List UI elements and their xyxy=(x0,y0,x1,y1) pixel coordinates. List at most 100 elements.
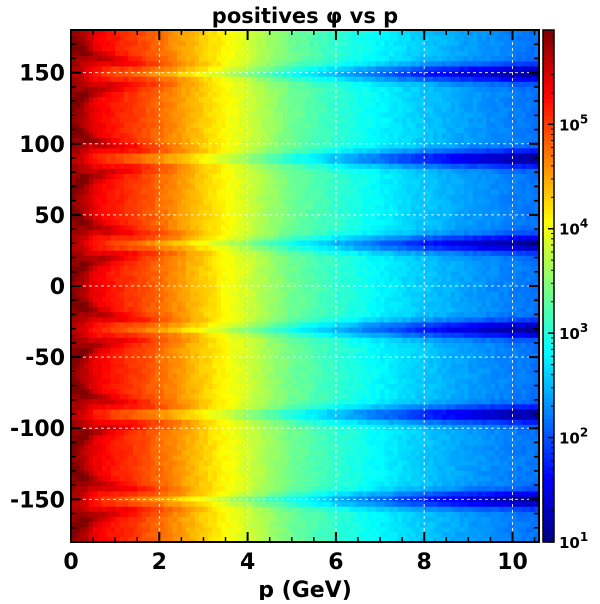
heatmap-cell xyxy=(508,465,514,471)
heatmap-cell xyxy=(203,434,209,441)
heatmap-cell xyxy=(194,480,200,487)
heatmap-cell xyxy=(428,301,434,308)
heatmap-cell xyxy=(366,454,372,461)
heatmap-cell xyxy=(75,337,81,343)
heatmap-cell xyxy=(119,393,125,400)
heatmap-cell xyxy=(274,332,280,338)
heatmap-cell xyxy=(402,485,408,492)
heatmap-cell xyxy=(499,337,505,343)
heatmap-cell xyxy=(221,357,227,364)
heatmap-cell xyxy=(397,306,403,313)
heatmap-cell xyxy=(291,311,297,318)
heatmap-cell xyxy=(437,352,443,359)
heatmap-cell xyxy=(375,536,381,543)
heatmap-cell xyxy=(393,449,399,456)
heatmap-cell xyxy=(433,362,439,369)
heatmap-cell xyxy=(393,367,399,374)
heatmap-cell xyxy=(415,414,421,420)
heatmap-cell xyxy=(424,373,430,379)
heatmap-cell xyxy=(282,460,288,466)
heatmap-cell xyxy=(331,531,337,538)
heatmap-cell xyxy=(309,326,315,333)
heatmap-cell xyxy=(441,454,447,461)
heatmap-cell xyxy=(375,347,381,354)
heatmap-cell xyxy=(406,460,412,466)
heatmap-cell xyxy=(388,424,394,430)
heatmap-cell xyxy=(521,506,527,512)
heatmap-cell xyxy=(93,296,99,302)
heatmap-cell xyxy=(486,501,492,507)
heatmap-cell xyxy=(154,301,160,308)
heatmap-cell xyxy=(225,408,231,415)
heatmap-cell xyxy=(252,465,258,471)
heatmap-cell xyxy=(234,429,240,436)
heatmap-cell xyxy=(397,429,403,436)
heatmap-cell xyxy=(366,460,372,466)
heatmap-cell xyxy=(172,465,178,471)
heatmap-cell xyxy=(287,424,293,430)
heatmap-cell xyxy=(512,531,518,538)
heatmap-cell xyxy=(424,326,430,333)
heatmap-cell xyxy=(221,332,227,338)
heatmap-cell xyxy=(446,454,452,461)
heatmap-cell xyxy=(115,460,121,466)
heatmap-cell xyxy=(393,526,399,533)
heatmap-cell xyxy=(256,470,262,477)
heatmap-cell xyxy=(313,429,319,436)
heatmap-cell xyxy=(371,429,377,436)
heatmap-cell xyxy=(481,495,487,502)
heatmap-cell xyxy=(410,342,416,349)
heatmap-cell xyxy=(521,460,527,466)
heatmap-cell xyxy=(437,516,443,523)
heatmap-cell xyxy=(424,501,430,507)
heatmap-cell xyxy=(194,311,200,318)
heatmap-cell xyxy=(530,373,536,379)
heatmap-cell xyxy=(344,321,350,328)
heatmap-cell xyxy=(322,511,328,517)
heatmap-cell xyxy=(229,526,235,533)
heatmap-cell xyxy=(388,531,394,538)
heatmap-cell xyxy=(221,480,227,487)
heatmap-cell xyxy=(221,490,227,497)
heatmap-cell xyxy=(516,439,522,446)
heatmap-cell xyxy=(199,393,205,400)
heatmap-cell xyxy=(190,506,196,512)
heatmap-cell xyxy=(234,408,240,415)
heatmap-cell xyxy=(459,388,465,395)
heatmap-cell xyxy=(468,506,474,512)
heatmap-cell xyxy=(216,511,222,517)
heatmap-cell xyxy=(525,531,531,538)
heatmap-cell xyxy=(402,460,408,466)
heatmap-cell xyxy=(168,383,174,389)
heatmap-cell xyxy=(534,414,540,420)
heatmap-cell xyxy=(247,398,253,405)
heatmap-cell xyxy=(534,485,540,492)
heatmap-cell xyxy=(477,337,483,343)
heatmap-cell xyxy=(375,485,381,492)
heatmap-cell xyxy=(468,367,474,374)
heatmap-cell xyxy=(375,342,381,349)
heatmap-cell xyxy=(229,373,235,379)
heatmap-cell xyxy=(353,439,359,446)
heatmap-cell xyxy=(274,454,280,461)
heatmap-cell xyxy=(274,419,280,425)
heatmap-cell xyxy=(415,352,421,359)
heatmap-cell xyxy=(331,460,337,466)
heatmap-cell xyxy=(234,378,240,384)
heatmap-cell xyxy=(318,337,324,343)
heatmap-cell xyxy=(318,490,324,497)
heatmap-cell xyxy=(84,403,90,410)
heatmap-cell xyxy=(459,316,465,323)
heatmap-cell xyxy=(455,449,461,456)
heatmap-cell xyxy=(154,429,160,436)
heatmap-cell xyxy=(353,301,359,308)
heatmap-cell xyxy=(349,362,355,369)
heatmap-cell xyxy=(234,414,240,420)
heatmap-cell xyxy=(318,373,324,379)
heatmap-cell xyxy=(384,439,390,446)
heatmap-cell xyxy=(159,311,165,318)
heatmap-cell xyxy=(472,367,478,374)
heatmap-cell xyxy=(463,495,469,502)
heatmap-cell xyxy=(353,521,359,528)
heatmap-cell xyxy=(203,490,209,497)
